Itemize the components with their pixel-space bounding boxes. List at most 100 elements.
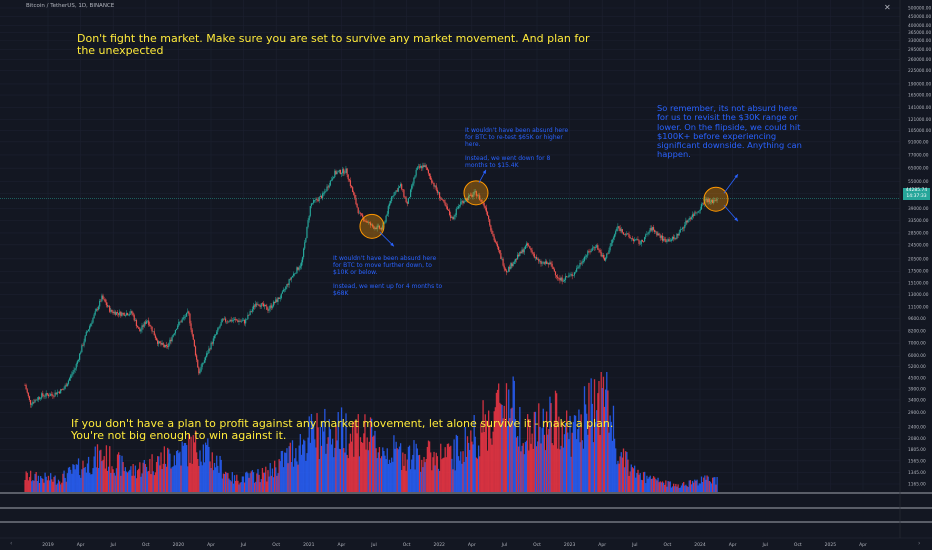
candle-body <box>96 309 99 310</box>
candle-body <box>524 245 526 250</box>
candle-body <box>261 303 263 304</box>
volume-bar <box>162 463 164 492</box>
volume-bar <box>107 466 110 492</box>
candle-body <box>486 211 489 216</box>
volume-bar <box>432 457 434 492</box>
candle-body <box>658 233 660 236</box>
annotation-2021: It wouldn't have been absurd here for BT… <box>333 255 443 297</box>
volume-bar <box>208 446 210 492</box>
time-tick-label: Apr <box>729 542 737 548</box>
volume-bar <box>357 414 359 492</box>
candle-body <box>238 320 240 322</box>
volume-bar <box>591 403 593 492</box>
candle-body <box>125 313 128 316</box>
candle-body <box>699 209 701 211</box>
volume-bar <box>154 472 157 492</box>
close-icon[interactable]: ✕ <box>884 3 891 12</box>
volume-bar <box>485 420 488 492</box>
candle-body <box>548 262 550 265</box>
volume-bar <box>129 469 131 492</box>
candle-body <box>174 330 177 334</box>
candle-body <box>576 268 578 272</box>
candle-body <box>356 203 358 208</box>
volume-bar <box>178 453 180 492</box>
candle-body <box>516 254 519 260</box>
candle-body <box>116 312 119 314</box>
candle-body <box>214 334 217 336</box>
candle-body <box>501 258 503 260</box>
arrow-head <box>482 169 486 174</box>
candle-body <box>657 233 659 236</box>
volume-bar <box>450 445 452 492</box>
candle-body <box>498 246 500 251</box>
volume-bar <box>455 434 457 492</box>
volume-bar <box>649 475 651 492</box>
price-tick-label: 9600.00 <box>908 316 926 322</box>
candle-body <box>508 266 510 272</box>
candle-body <box>564 276 567 280</box>
candle-body <box>591 248 593 251</box>
volume-bar <box>153 475 155 492</box>
candle-body <box>632 239 635 242</box>
volume-bar <box>284 452 286 492</box>
candle-body <box>247 314 249 319</box>
candle-body <box>182 317 184 320</box>
candle-body <box>217 328 219 332</box>
volume-bar <box>336 440 338 492</box>
candle-body <box>413 177 415 184</box>
volume-bar <box>96 444 99 492</box>
candle-body <box>412 183 414 186</box>
scroll-left-button[interactable]: ‹ <box>10 540 13 547</box>
scroll-right-button[interactable]: › <box>918 540 921 547</box>
volume-bar <box>573 415 576 492</box>
candle-body <box>74 368 76 370</box>
volume-bar <box>574 415 577 492</box>
volume-bar <box>632 468 635 492</box>
candle-body <box>51 394 53 395</box>
candle-body <box>246 318 248 320</box>
candle-body <box>154 335 156 339</box>
volume-bar <box>671 486 674 492</box>
volume-bar <box>214 467 217 492</box>
volume-bar <box>120 475 122 492</box>
volume-bar <box>175 451 178 492</box>
volume-bar <box>524 441 527 492</box>
volume-bar <box>200 461 202 492</box>
candle-body <box>688 218 690 220</box>
candle-body <box>165 344 168 347</box>
volume-bar <box>525 440 528 492</box>
candle-body <box>452 217 454 220</box>
volume-bar <box>182 445 184 492</box>
volume-bar <box>698 483 700 492</box>
volume-bar <box>567 432 569 492</box>
candle-body <box>563 279 565 281</box>
volume-bar <box>310 413 313 492</box>
candle-body <box>421 165 423 169</box>
candle-body <box>275 299 277 303</box>
volume-bar <box>654 477 656 492</box>
volume-bar <box>307 437 309 492</box>
volume-bar <box>306 453 308 492</box>
candle-body <box>676 233 678 239</box>
candle-body <box>415 169 417 176</box>
volume-bar <box>408 445 411 492</box>
volume-bar <box>660 482 663 492</box>
candle-body <box>500 253 502 259</box>
volume-bar <box>309 442 311 492</box>
candle-body <box>493 236 495 241</box>
candle-body <box>492 233 494 237</box>
volume-bar <box>67 467 70 492</box>
candle-body <box>520 251 522 254</box>
candle-body <box>110 309 112 312</box>
volume-bar <box>688 480 690 492</box>
volume-bar <box>52 481 54 492</box>
volume-bar <box>515 437 518 492</box>
candle-body <box>291 275 294 278</box>
volume-bar <box>300 454 303 492</box>
candle-body <box>395 190 397 192</box>
volume-bar <box>131 475 133 492</box>
candle-body <box>259 305 261 307</box>
candle-body <box>342 169 344 174</box>
candle-body <box>278 297 280 299</box>
